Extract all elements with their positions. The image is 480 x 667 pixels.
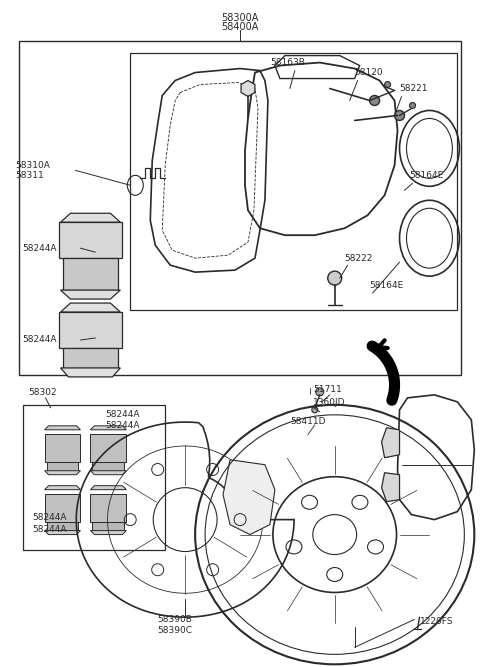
Text: 58390C: 58390C: [158, 626, 192, 635]
Polygon shape: [47, 462, 78, 471]
Polygon shape: [45, 494, 81, 522]
Polygon shape: [90, 471, 126, 475]
Polygon shape: [62, 348, 119, 368]
Polygon shape: [60, 213, 120, 222]
Polygon shape: [382, 428, 399, 458]
Text: 51711: 51711: [313, 386, 342, 394]
Text: 58311: 58311: [16, 171, 45, 180]
Polygon shape: [90, 486, 126, 490]
Text: 58244A: 58244A: [33, 513, 67, 522]
Text: 58302: 58302: [29, 388, 57, 398]
Text: 1220FS: 1220FS: [420, 617, 453, 626]
Text: 58120: 58120: [355, 68, 384, 77]
Text: 58244A: 58244A: [106, 422, 140, 430]
Polygon shape: [45, 471, 81, 475]
Polygon shape: [62, 258, 119, 290]
Polygon shape: [241, 81, 255, 97]
Ellipse shape: [370, 95, 380, 105]
Ellipse shape: [316, 388, 324, 396]
Text: 58390B: 58390B: [158, 615, 192, 624]
Text: 58164E: 58164E: [409, 171, 444, 180]
Ellipse shape: [328, 271, 342, 285]
Polygon shape: [90, 434, 126, 462]
Polygon shape: [90, 494, 126, 522]
Polygon shape: [45, 486, 81, 490]
Text: 58244A: 58244A: [106, 410, 140, 420]
Polygon shape: [59, 222, 122, 258]
Text: 58244A: 58244A: [23, 336, 57, 344]
Polygon shape: [45, 434, 81, 462]
Text: 58300A: 58300A: [221, 13, 259, 23]
Text: 58411D: 58411D: [290, 418, 325, 426]
Polygon shape: [47, 522, 78, 530]
Text: 1360JD: 1360JD: [313, 398, 345, 408]
Ellipse shape: [409, 103, 416, 109]
Polygon shape: [382, 473, 399, 502]
Polygon shape: [60, 290, 120, 299]
Ellipse shape: [384, 81, 391, 87]
Text: 58310A: 58310A: [16, 161, 50, 170]
Polygon shape: [59, 312, 122, 348]
Polygon shape: [60, 303, 120, 312]
Text: 58163B: 58163B: [270, 58, 305, 67]
Polygon shape: [90, 426, 126, 430]
Text: 58244A: 58244A: [23, 243, 57, 253]
Polygon shape: [45, 530, 81, 534]
Polygon shape: [93, 522, 124, 530]
Ellipse shape: [395, 111, 405, 121]
Text: 58400A: 58400A: [221, 21, 259, 31]
Polygon shape: [93, 462, 124, 471]
Ellipse shape: [312, 407, 318, 413]
Polygon shape: [223, 460, 275, 534]
Polygon shape: [90, 530, 126, 534]
Text: 58244A: 58244A: [33, 525, 67, 534]
Text: 58164E: 58164E: [370, 281, 404, 289]
Polygon shape: [60, 368, 120, 377]
Text: 58222: 58222: [345, 253, 373, 263]
Text: 58221: 58221: [399, 84, 428, 93]
Polygon shape: [45, 426, 81, 430]
